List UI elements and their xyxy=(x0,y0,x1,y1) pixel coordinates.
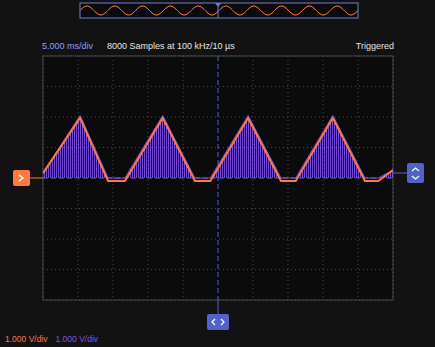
grid-line-y xyxy=(43,269,393,270)
series-group xyxy=(43,115,393,181)
legend-entry: 1.000 V/div xyxy=(5,334,48,344)
grid-line-y xyxy=(43,117,393,118)
grid xyxy=(43,56,393,300)
acquisition-info: 8000 Samples at 100 kHz/10 µs xyxy=(107,41,235,51)
plot-frame xyxy=(43,56,393,300)
overview-frame xyxy=(80,3,358,18)
background xyxy=(0,0,435,347)
control-chevrons xyxy=(412,168,419,179)
legend-entry: 1.000 V/div xyxy=(56,334,99,344)
grid-line-y xyxy=(43,56,393,57)
time-scale: 5.000 ms/div xyxy=(42,41,94,51)
control-connector xyxy=(393,173,407,174)
grid-line-y xyxy=(43,208,393,209)
overview-cursor-head xyxy=(215,3,221,7)
channel-trace xyxy=(43,118,393,181)
grid-line-y xyxy=(43,86,393,87)
control-chevrons xyxy=(212,319,224,325)
control-connector xyxy=(218,300,219,314)
overview-thumbnail xyxy=(80,3,358,18)
marker-connector xyxy=(30,178,43,179)
marker-chevron xyxy=(19,175,23,181)
channel-offset-marker[interactable] xyxy=(13,170,30,186)
vertical-scroll-control[interactable] xyxy=(407,163,424,183)
horizontal-scroll-control[interactable] xyxy=(207,314,229,330)
overview-wave xyxy=(80,6,358,15)
trigger-status: Triggered xyxy=(356,41,394,51)
grid-line-y xyxy=(43,239,393,240)
scope-screen: 5.000 ms/div 8000 Samples at 100 kHz/10 µ… xyxy=(0,0,435,347)
